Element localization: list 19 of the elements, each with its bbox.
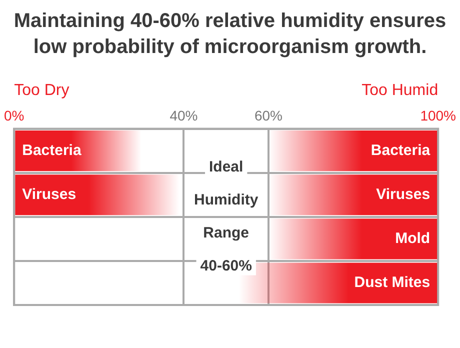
x-tick-label: 60%	[254, 107, 283, 124]
bar	[15, 130, 142, 172]
y-tick-label: Mold	[395, 230, 430, 248]
x-tick-label: 100%	[420, 107, 456, 124]
bar	[268, 174, 438, 216]
x-tick-label: 40%	[170, 107, 198, 124]
y-tick-label: Dust Mites	[354, 274, 430, 292]
bar	[268, 130, 438, 172]
series-label: Too Dry	[14, 82, 70, 100]
bar	[15, 174, 180, 216]
chart-title: Maintaining 40-60% relative humidity ensures low probability of microorganism growth.	[12, 9, 448, 60]
series-label: Too Humid	[362, 82, 438, 100]
y-tick-label: Bacteria	[370, 142, 431, 159]
y-tick-label: Viruses	[376, 186, 430, 204]
bar	[268, 218, 438, 260]
category-label: Viruses	[22, 186, 76, 204]
annotation: Ideal Humidity Range 40-60%	[194, 158, 259, 274]
x-tick-label: 0%	[4, 107, 24, 124]
category-label: Bacteria	[22, 142, 82, 159]
